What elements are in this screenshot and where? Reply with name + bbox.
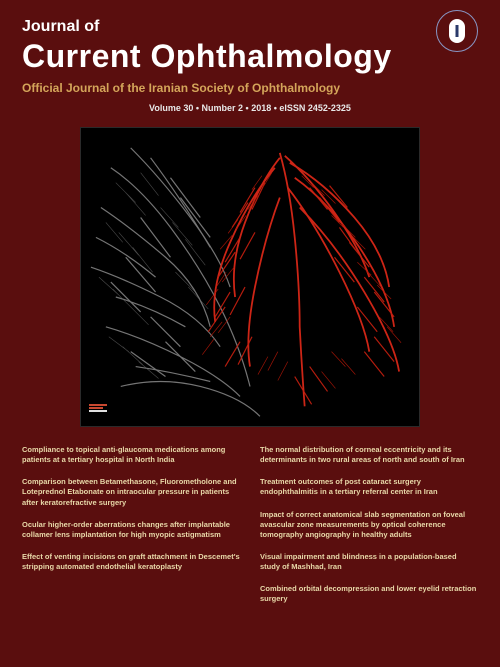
article-item: Impact of correct anatomical slab segmen… xyxy=(260,510,478,540)
journal-header: Journal of Current Ophthalmology Officia… xyxy=(0,0,500,113)
articles-list: Compliance to topical anti-glaucoma medi… xyxy=(0,427,500,604)
red-vessels xyxy=(81,128,419,426)
article-item: Comparison between Betamethasone, Fluoro… xyxy=(22,477,240,507)
article-item: Ocular higher-order aberrations changes … xyxy=(22,520,240,540)
journal-title: Current Ophthalmology xyxy=(22,38,478,75)
article-item: Effect of venting incisions on graft att… xyxy=(22,552,240,572)
article-item: The normal distribution of corneal eccen… xyxy=(260,445,478,465)
article-item: Compliance to topical anti-glaucoma medi… xyxy=(22,445,240,465)
articles-left-column: Compliance to topical anti-glaucoma medi… xyxy=(22,445,240,604)
article-item: Visual impairment and blindness in a pop… xyxy=(260,552,478,572)
society-logo xyxy=(436,10,478,58)
article-item: Treatment outcomes of post cataract surg… xyxy=(260,477,478,497)
articles-right-column: The normal distribution of corneal eccen… xyxy=(260,445,478,604)
scale-bar-icon xyxy=(89,404,107,418)
article-item: Combined orbital decompression and lower… xyxy=(260,584,478,604)
issue-info: Volume 30 • Number 2 • 2018 • eISSN 2452… xyxy=(22,103,478,113)
journal-subtitle: Official Journal of the Iranian Society … xyxy=(22,81,478,95)
cover-angiography-image xyxy=(80,127,420,427)
journal-prefix: Journal of xyxy=(22,18,478,36)
